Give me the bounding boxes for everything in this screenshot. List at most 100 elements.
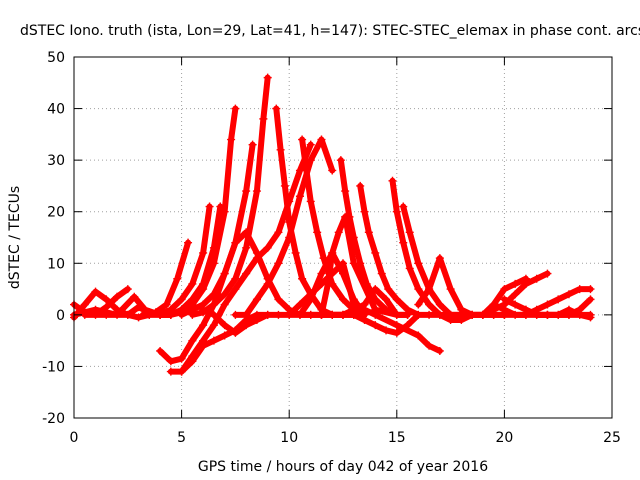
data-point <box>91 287 100 296</box>
data-point <box>371 285 380 294</box>
x-tick-label: 20 <box>495 430 513 446</box>
data-point <box>382 326 391 335</box>
data-point <box>371 248 380 257</box>
data-point <box>446 285 455 294</box>
data-point <box>166 367 175 376</box>
series-line <box>286 260 443 354</box>
grid <box>74 57 612 418</box>
data-point <box>364 228 373 237</box>
data-point <box>274 310 283 319</box>
data-point <box>188 336 197 345</box>
data-point <box>564 290 573 299</box>
series-35 <box>521 305 595 322</box>
data-point <box>252 248 261 257</box>
data-point <box>414 259 423 268</box>
data-point <box>209 300 218 309</box>
data-point <box>252 316 261 325</box>
data-point <box>231 328 240 337</box>
data-point <box>274 295 283 304</box>
data-point <box>220 269 229 278</box>
data-point <box>382 305 391 314</box>
data-point <box>306 156 315 165</box>
x-tick-label: 15 <box>388 430 406 446</box>
data-point <box>425 285 434 294</box>
data-point <box>349 233 358 242</box>
data-point <box>554 295 563 304</box>
data-point <box>276 145 285 154</box>
data-point <box>306 197 315 206</box>
data-point <box>252 187 261 196</box>
data-point <box>532 274 541 283</box>
data-point <box>209 310 218 319</box>
data-point <box>382 295 391 304</box>
data-point <box>377 269 386 278</box>
data-point <box>339 310 347 319</box>
data-point <box>130 292 139 301</box>
data-point <box>399 238 408 247</box>
data-point <box>360 316 369 325</box>
data-point <box>328 166 337 175</box>
data-point <box>220 290 229 299</box>
data-point <box>263 73 272 82</box>
data-point <box>543 310 552 319</box>
data-point <box>227 135 236 144</box>
data-point <box>543 269 552 278</box>
data-point <box>298 135 307 144</box>
data-point <box>188 279 197 288</box>
y-tick-label: 40 <box>47 102 65 118</box>
data-point <box>328 248 337 257</box>
data-point <box>575 285 584 294</box>
data-point <box>80 300 89 309</box>
y-tick-label: 50 <box>47 50 65 66</box>
data-point <box>478 310 487 319</box>
data-point <box>263 243 272 252</box>
series-line <box>232 136 336 318</box>
data-point <box>511 300 520 309</box>
data-point <box>392 310 401 319</box>
data-point <box>156 346 165 355</box>
data-point <box>575 310 584 319</box>
data-point <box>248 140 257 149</box>
data-point <box>317 310 326 319</box>
data-point <box>336 156 345 165</box>
series-11 <box>156 228 251 366</box>
data-point <box>371 321 380 330</box>
data-point <box>339 259 347 268</box>
data-point <box>371 295 380 304</box>
data-point <box>220 331 229 340</box>
data-point <box>166 357 175 366</box>
data-point <box>414 285 423 294</box>
data-point <box>339 295 347 304</box>
data-point <box>360 207 369 216</box>
data-point <box>199 336 208 345</box>
data-point <box>242 187 251 196</box>
data-point <box>586 285 595 294</box>
data-point <box>356 181 365 190</box>
data-point <box>543 300 552 309</box>
y-axis-ticks: -20 -10 0 10 20 30 40 50 <box>42 50 612 427</box>
data-point <box>399 202 408 211</box>
y-tick-label: -20 <box>42 411 65 427</box>
data-point <box>425 310 434 319</box>
data-point <box>209 259 218 268</box>
data-point <box>263 279 272 288</box>
data-point <box>435 254 444 263</box>
data-point <box>554 310 563 319</box>
x-tick-label: 10 <box>280 430 298 446</box>
x-tick-label: 25 <box>603 430 621 446</box>
data-point <box>272 104 281 113</box>
data-point <box>403 305 412 314</box>
data-point <box>356 259 365 268</box>
data-point <box>199 321 208 330</box>
data-point <box>177 310 186 319</box>
data-point <box>425 341 434 350</box>
data-point <box>489 300 498 309</box>
data-point <box>123 310 132 319</box>
data-point <box>220 207 229 216</box>
data-point <box>231 274 240 283</box>
data-point <box>500 295 509 304</box>
data-point <box>341 187 350 196</box>
data-point <box>242 310 251 319</box>
data-point <box>231 238 240 247</box>
plot-frame <box>73 56 613 419</box>
